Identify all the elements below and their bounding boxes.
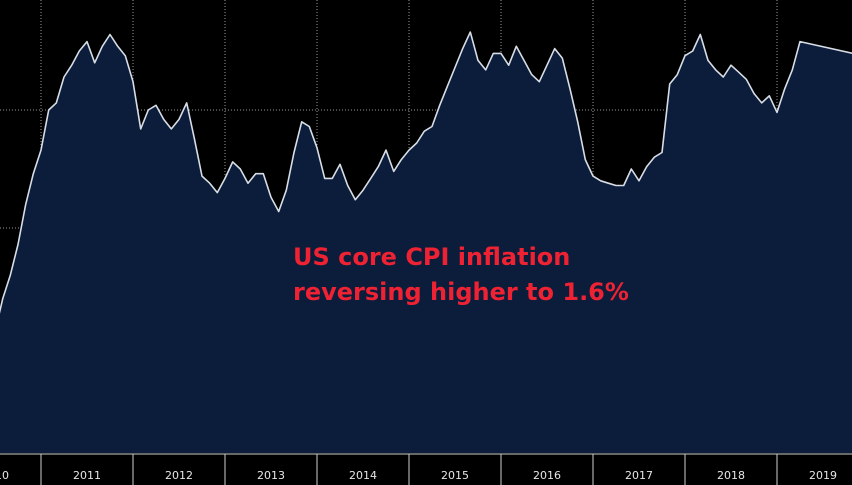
x-tick-label: 2015 <box>441 469 469 482</box>
annotation-line-1: US core CPI inflation <box>293 243 571 271</box>
x-tick-label: 2010 <box>0 469 9 482</box>
x-tick-label: 2012 <box>165 469 193 482</box>
area-layer <box>0 31 852 453</box>
chart-annotation: US core CPI inflation reversing higher t… <box>293 240 653 310</box>
cpi-area-fill <box>0 32 852 453</box>
annotation-line-2: reversing higher to 1.6% <box>293 278 629 306</box>
x-tick-label: 2019 <box>809 469 837 482</box>
x-tick-label: 2018 <box>717 469 745 482</box>
x-tick-label: 2011 <box>73 469 101 482</box>
x-tick-label: 2016 <box>533 469 561 482</box>
x-axis: 2010 2011 2012 2013 2014 2015 2016 2017 2018 2019 <box>0 453 852 485</box>
x-tick-label: 2017 <box>625 469 653 482</box>
x-tick-label: 2013 <box>257 469 285 482</box>
x-tick-label: 2014 <box>349 469 377 482</box>
cpi-series-line <box>0 31 852 314</box>
